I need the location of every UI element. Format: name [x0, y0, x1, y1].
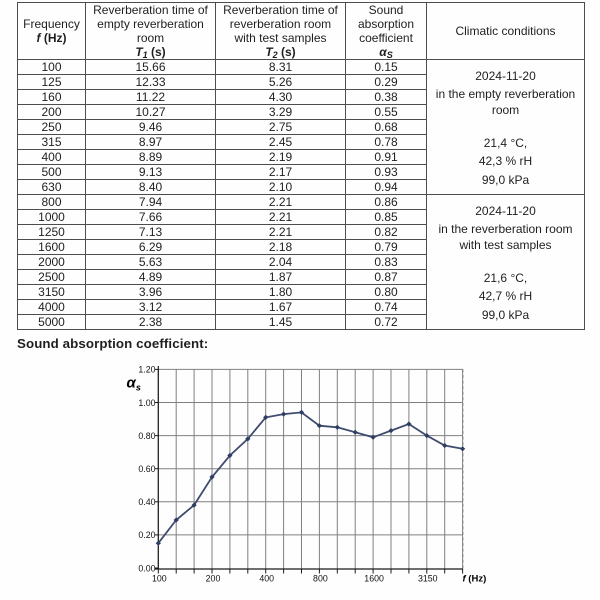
svg-text:3150: 3150: [418, 574, 438, 584]
svg-text:400: 400: [259, 574, 274, 584]
svg-text:1.20: 1.20: [138, 365, 155, 375]
svg-text:0.20: 0.20: [138, 530, 155, 540]
svg-text:0.40: 0.40: [138, 497, 155, 507]
svg-text:800: 800: [313, 574, 328, 584]
svg-text:0.80: 0.80: [138, 431, 155, 441]
svg-text:200: 200: [206, 574, 221, 584]
svg-text:1600: 1600: [364, 574, 384, 584]
svg-text:1.00: 1.00: [138, 398, 155, 408]
svg-text:αs: αs: [127, 375, 141, 393]
svg-text:0.00: 0.00: [138, 563, 155, 573]
svg-text:100: 100: [152, 574, 167, 584]
svg-text:f (Hz): f (Hz): [463, 574, 487, 585]
svg-text:0.60: 0.60: [138, 464, 155, 474]
